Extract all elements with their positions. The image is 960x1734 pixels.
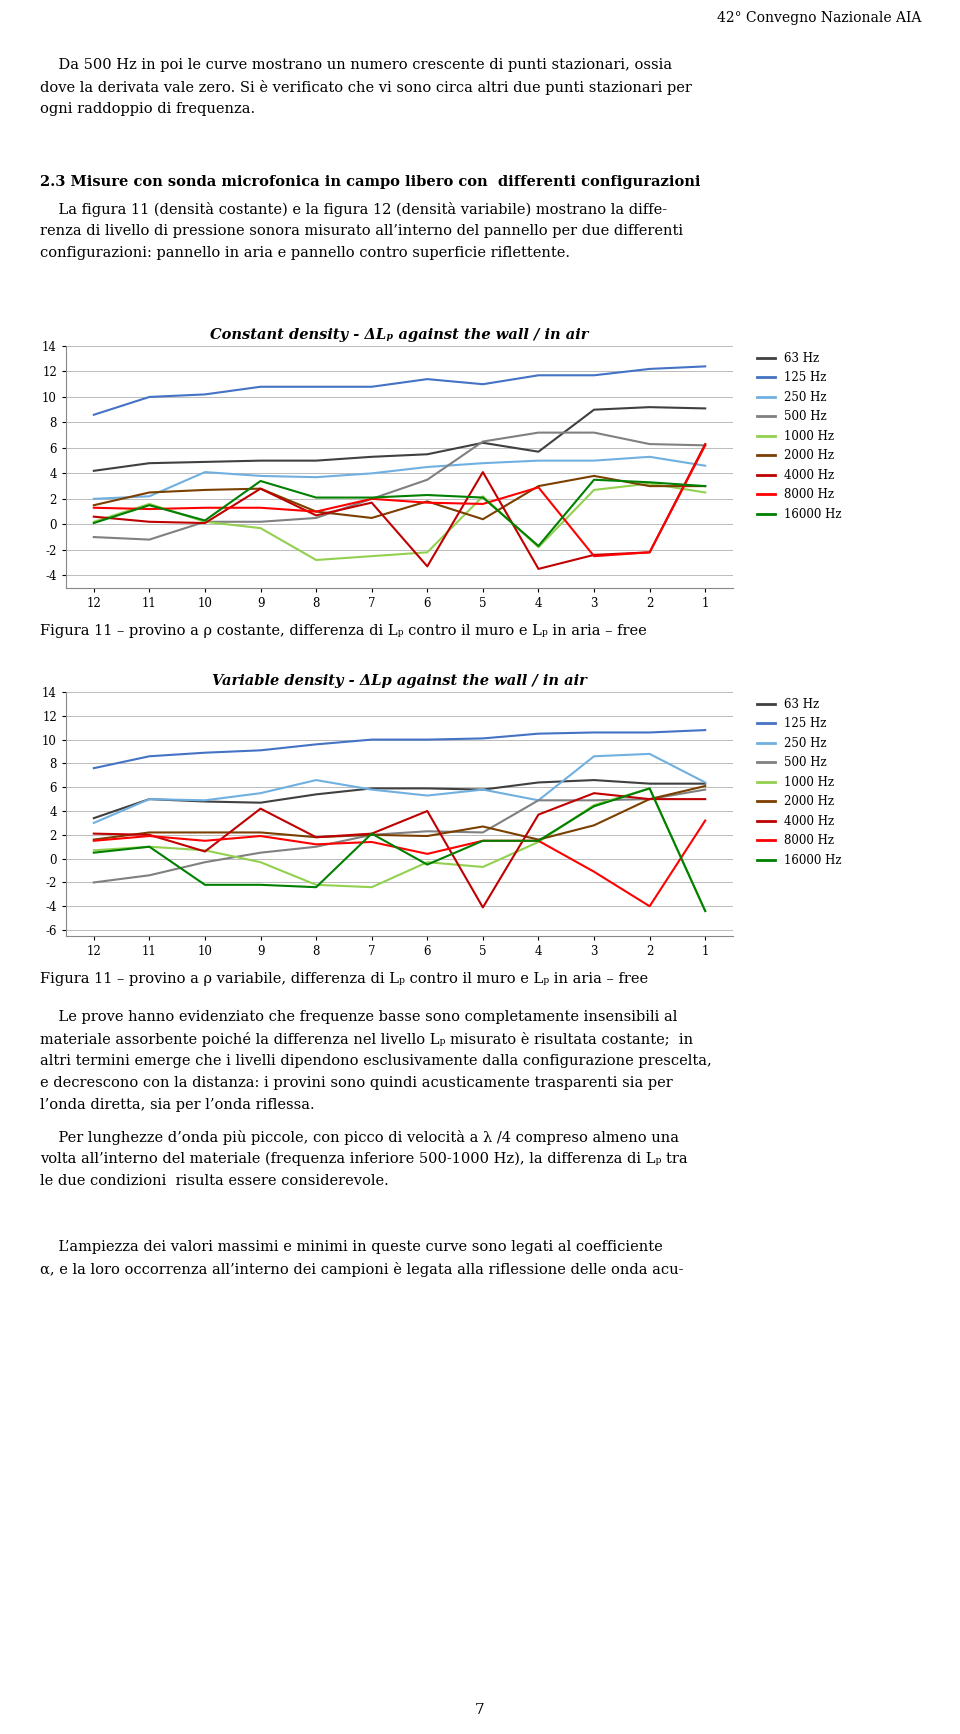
Text: 42° Convegno Nazionale AIA: 42° Convegno Nazionale AIA xyxy=(717,10,922,24)
Text: 7: 7 xyxy=(475,1703,485,1717)
Title: Constant density - ΔLₚ against the wall / in air: Constant density - ΔLₚ against the wall … xyxy=(210,328,588,342)
Text: La figura 11 (densità costante) e la figura 12 (densità variabile) mostrano la d: La figura 11 (densità costante) e la fig… xyxy=(40,201,667,217)
Legend: 63 Hz, 125 Hz, 250 Hz, 500 Hz, 1000 Hz, 2000 Hz, 4000 Hz, 8000 Hz, 16000 Hz: 63 Hz, 125 Hz, 250 Hz, 500 Hz, 1000 Hz, … xyxy=(753,347,847,525)
Text: L’ampiezza dei valori massimi e minimi in queste curve sono legati al coefficien: L’ampiezza dei valori massimi e minimi i… xyxy=(40,1240,663,1254)
Text: ogni raddoppio di frequenza.: ogni raddoppio di frequenza. xyxy=(40,102,255,116)
Text: Figura 11 – provino a ρ variabile, differenza di Lₚ contro il muro e Lₚ in aria : Figura 11 – provino a ρ variabile, diffe… xyxy=(40,973,648,987)
Text: materiale assorbente poiché la differenza nel livello Lₚ misurato è risultata co: materiale assorbente poiché la differenz… xyxy=(40,1032,693,1047)
Text: 2.3 Misure con sonda microfonica in campo libero con  differenti configurazioni: 2.3 Misure con sonda microfonica in camp… xyxy=(40,175,701,189)
Text: configurazioni: pannello in aria e pannello contro superficie riflettente.: configurazioni: pannello in aria e panne… xyxy=(40,246,570,260)
Legend: 63 Hz, 125 Hz, 250 Hz, 500 Hz, 1000 Hz, 2000 Hz, 4000 Hz, 8000 Hz, 16000 Hz: 63 Hz, 125 Hz, 250 Hz, 500 Hz, 1000 Hz, … xyxy=(753,694,847,872)
Title: Variable density - ΔLp against the wall / in air: Variable density - ΔLp against the wall … xyxy=(212,675,587,688)
Text: Le prove hanno evidenziato che frequenze basse sono completamente insensibili al: Le prove hanno evidenziato che frequenze… xyxy=(40,1009,678,1025)
Text: α, e la loro occorrenza all’interno dei campioni è legata alla riflessione delle: α, e la loro occorrenza all’interno dei … xyxy=(40,1262,684,1276)
Text: altri termini emerge che i livelli dipendono esclusivamente dalla configurazione: altri termini emerge che i livelli dipen… xyxy=(40,1054,712,1068)
Text: Per lunghezze d’onda più piccole, con picco di velocità a λ /4 compreso almeno u: Per lunghezze d’onda più piccole, con pi… xyxy=(40,1131,680,1144)
Text: e decrescono con la distanza: i provini sono quindi acusticamente trasparenti si: e decrescono con la distanza: i provini … xyxy=(40,1077,673,1091)
Text: Figura 11 – provino a ρ costante, differenza di Lₚ contro il muro e Lₚ in aria –: Figura 11 – provino a ρ costante, differ… xyxy=(40,624,647,638)
Text: le due condizioni  risulta essere considerevole.: le due condizioni risulta essere conside… xyxy=(40,1174,389,1188)
Text: dove la derivata vale zero. Si è verificato che vi sono circa altri due punti st: dove la derivata vale zero. Si è verific… xyxy=(40,80,692,95)
Text: Da 500 Hz in poi le curve mostrano un numero crescente di punti stazionari, ossi: Da 500 Hz in poi le curve mostrano un nu… xyxy=(40,57,672,73)
Text: volta all’interno del materiale (frequenza inferiore 500-1000 Hz), la differenza: volta all’interno del materiale (frequen… xyxy=(40,1151,688,1167)
Text: l’onda diretta, sia per l’onda riflessa.: l’onda diretta, sia per l’onda riflessa. xyxy=(40,1098,315,1111)
Text: renza di livello di pressione sonora misurato all’interno del pannello per due d: renza di livello di pressione sonora mis… xyxy=(40,224,684,238)
